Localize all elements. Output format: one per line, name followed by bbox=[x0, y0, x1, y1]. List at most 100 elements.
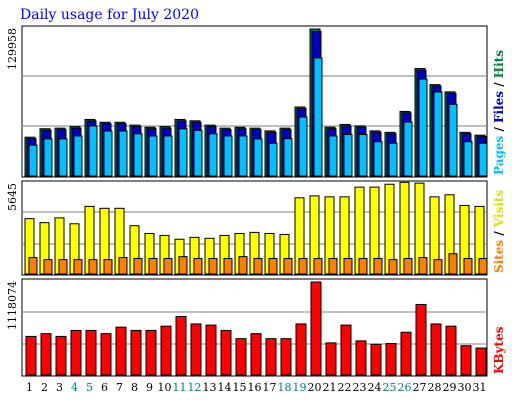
bar-sites-day-27 bbox=[418, 257, 428, 275]
bar-kbytes-day-8 bbox=[130, 329, 142, 376]
x-tick-day-30: 30 bbox=[458, 381, 472, 394]
bar-pages-day-19 bbox=[298, 116, 308, 177]
bar-sites-day-21 bbox=[328, 258, 338, 275]
bar-pages-day-21 bbox=[328, 135, 338, 177]
bar-kbytes-day-22 bbox=[340, 324, 352, 376]
bar-kbytes-day-24 bbox=[370, 343, 382, 376]
legend-entry: Sites bbox=[492, 240, 506, 273]
bar-kbytes-day-15 bbox=[235, 338, 247, 376]
bar-kbytes-day-31 bbox=[475, 347, 487, 376]
bar-kbytes-day-6 bbox=[100, 333, 112, 376]
bar-sites-day-11 bbox=[178, 256, 188, 275]
x-axis-labels: 1 2 3 4 5 6 7 8 9 10 11 12 13 14 15 16 17 18 19 20 21 22 23 24 2… bbox=[26, 381, 487, 394]
bar-sites-day-19 bbox=[298, 258, 308, 275]
bar-pages-day-23 bbox=[358, 133, 368, 177]
bar-kbytes-day-25 bbox=[385, 343, 397, 376]
panel-legend: Pages / Files / Hits bbox=[492, 50, 506, 175]
bar-kbytes-day-28 bbox=[430, 323, 442, 376]
bar-kbytes-day-13 bbox=[205, 324, 217, 376]
bar-pages-day-5 bbox=[88, 125, 98, 177]
bar-sites-day-14 bbox=[223, 258, 233, 275]
x-tick-day-26: 26 bbox=[398, 381, 412, 394]
panel-hits: 129958 Pages / Files / Hits bbox=[6, 25, 506, 178]
bar-sites-day-31 bbox=[478, 258, 488, 275]
bar-kbytes-day-27 bbox=[415, 303, 427, 376]
bar-sites-day-30 bbox=[463, 258, 473, 275]
bar-pages-day-24 bbox=[373, 141, 383, 177]
x-tick-day-8: 8 bbox=[131, 381, 138, 394]
bar-kbytes-day-1 bbox=[25, 335, 37, 376]
bar-sites-day-28 bbox=[433, 259, 443, 275]
bar-kbytes-day-18 bbox=[280, 338, 292, 376]
legend-entry: / bbox=[492, 123, 506, 136]
bar-sites-day-7 bbox=[118, 257, 128, 275]
bar-kbytes-day-12 bbox=[190, 323, 202, 376]
bar-sites-day-24 bbox=[373, 258, 383, 275]
bar-pages-day-18 bbox=[283, 138, 293, 177]
bar-sites-day-4 bbox=[73, 259, 83, 275]
bar-pages-day-8 bbox=[133, 133, 143, 177]
bar-kbytes-day-5 bbox=[85, 329, 97, 376]
x-tick-day-5: 5 bbox=[86, 381, 93, 394]
bar-pages-day-14 bbox=[223, 135, 233, 177]
x-tick-day-23: 23 bbox=[353, 381, 367, 394]
bar-pages-day-31 bbox=[478, 142, 488, 177]
bar-sites-day-6 bbox=[103, 259, 113, 275]
bar-sites-day-22 bbox=[343, 258, 353, 275]
x-tick-day-25: 25 bbox=[383, 381, 397, 394]
x-tick-day-13: 13 bbox=[203, 381, 217, 394]
bar-sites-day-8 bbox=[133, 258, 143, 275]
x-tick-day-14: 14 bbox=[218, 381, 232, 394]
legend-entry: Hits bbox=[492, 50, 506, 78]
x-tick-day-18: 18 bbox=[278, 381, 292, 394]
x-tick-day-3: 3 bbox=[56, 381, 63, 394]
x-tick-day-7: 7 bbox=[116, 381, 123, 394]
bar-pages-day-12 bbox=[193, 129, 203, 177]
bar-kbytes-day-3 bbox=[55, 335, 67, 376]
x-tick-day-10: 10 bbox=[158, 381, 172, 394]
bar-kbytes-day-10 bbox=[160, 325, 172, 376]
bar-kbytes-day-29 bbox=[445, 325, 457, 376]
panel-visits: 5645 Sites / Visits bbox=[6, 180, 506, 276]
legend-entry: / bbox=[492, 227, 506, 240]
bar-kbytes-day-17 bbox=[265, 338, 277, 376]
x-tick-day-12: 12 bbox=[188, 381, 202, 394]
x-tick-day-31: 31 bbox=[473, 381, 487, 394]
x-tick-day-27: 27 bbox=[413, 381, 427, 394]
bar-pages-day-16 bbox=[253, 138, 263, 177]
bar-pages-day-3 bbox=[58, 138, 68, 177]
x-tick-day-24: 24 bbox=[368, 381, 382, 394]
bar-pages-day-25 bbox=[388, 142, 398, 177]
bar-sites-day-3 bbox=[58, 259, 68, 275]
x-tick-day-9: 9 bbox=[146, 381, 153, 394]
bar-kbytes-day-9 bbox=[145, 329, 157, 376]
bar-kbytes-day-4 bbox=[70, 329, 82, 376]
bar-sites-day-13 bbox=[208, 258, 218, 275]
x-tick-day-11: 11 bbox=[173, 381, 187, 394]
chart-title: Daily usage for July 2020 bbox=[20, 7, 199, 23]
x-tick-day-21: 21 bbox=[323, 381, 337, 394]
bar-sites-day-25 bbox=[388, 259, 398, 275]
bar-kbytes-day-7 bbox=[115, 326, 127, 376]
x-tick-day-15: 15 bbox=[233, 381, 247, 394]
x-tick-day-28: 28 bbox=[428, 381, 442, 394]
bar-pages-day-30 bbox=[463, 141, 473, 177]
bar-sites-day-18 bbox=[283, 258, 293, 275]
x-tick-day-17: 17 bbox=[263, 381, 277, 394]
bar-sites-day-5 bbox=[88, 259, 98, 275]
bar-sites-day-20 bbox=[313, 258, 323, 275]
bar-pages-day-10 bbox=[163, 135, 173, 177]
y-max-label: 1118074 bbox=[6, 281, 19, 330]
bar-pages-day-1 bbox=[28, 144, 38, 177]
bar-sites-day-10 bbox=[163, 258, 173, 275]
bar-sites-day-2 bbox=[43, 259, 53, 275]
bar-kbytes-day-21 bbox=[325, 342, 337, 376]
chart-panels: 129958 Pages / Files / Hits 5645 Sites / Vi… bbox=[6, 25, 506, 377]
x-tick-day-22: 22 bbox=[338, 381, 352, 394]
legend-entry: Visits bbox=[492, 190, 506, 229]
panel-legend: Sites / Visits bbox=[492, 190, 506, 273]
bar-sites-day-29 bbox=[448, 253, 458, 275]
bar-sites-day-15 bbox=[238, 256, 248, 275]
bar-kbytes-day-19 bbox=[295, 323, 307, 376]
